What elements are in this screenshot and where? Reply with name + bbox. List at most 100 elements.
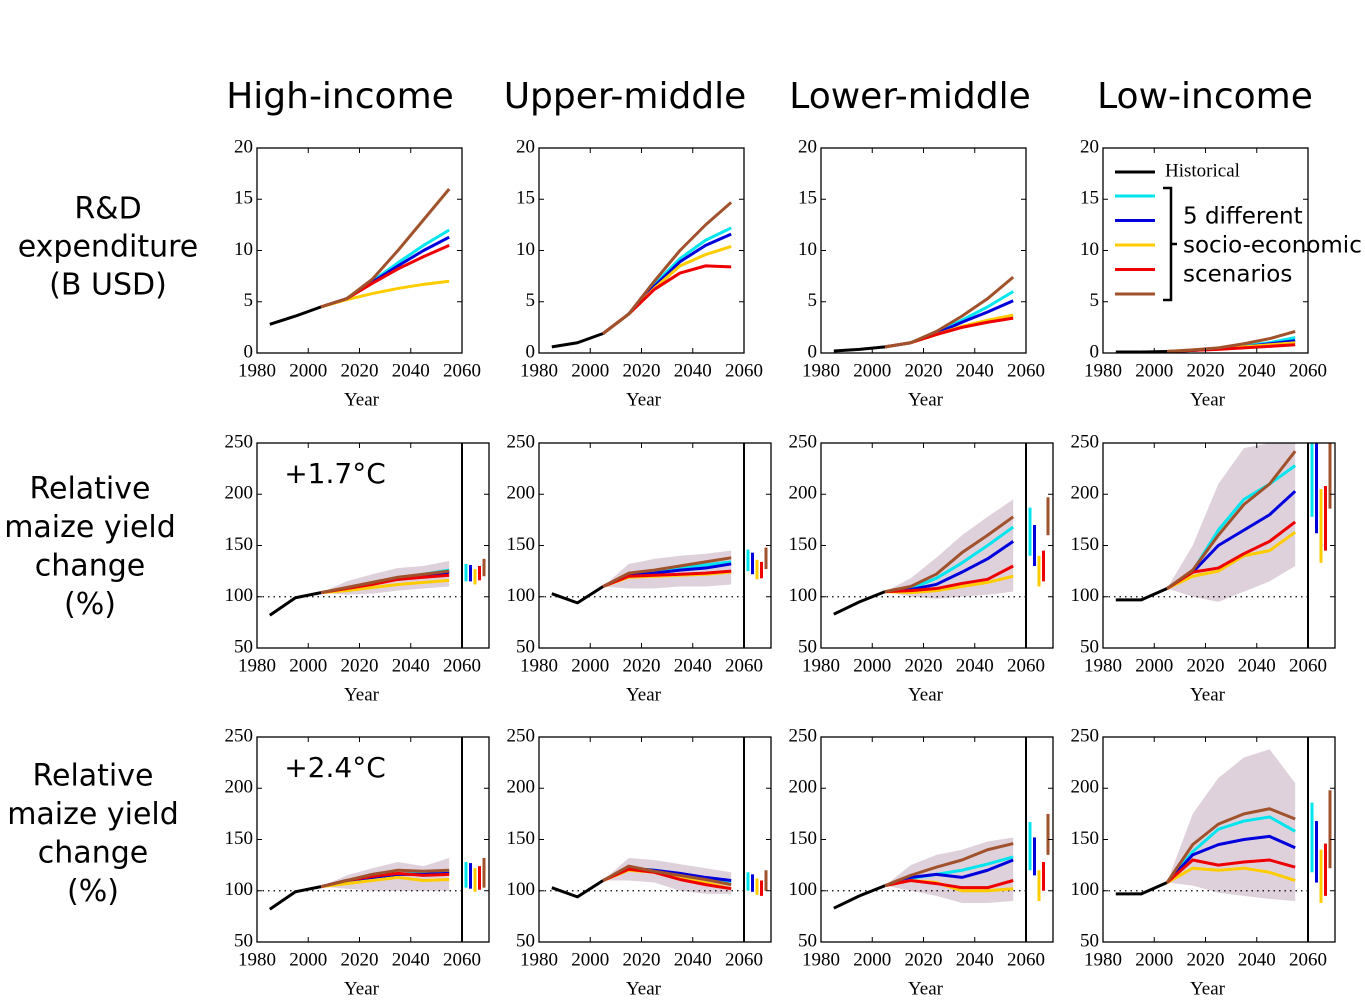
panel: 50 100 150 200 250 1980 2000 2020 2040 2060 Year bbox=[1071, 431, 1336, 705]
x-tick-label: 2040 bbox=[674, 655, 712, 676]
x-tick-label: 2040 bbox=[674, 360, 712, 381]
x-tick-label: 2060 bbox=[1289, 655, 1327, 676]
y-tick-label: 150 bbox=[1071, 828, 1100, 849]
x-tick-label: 2020 bbox=[1187, 655, 1225, 676]
column-title: High-income bbox=[226, 76, 454, 117]
y-tick-label: 20 bbox=[516, 136, 535, 157]
y-tick-label: 10 bbox=[234, 239, 253, 260]
x-tick-label: 1980 bbox=[1084, 360, 1122, 381]
y-tick-label: 200 bbox=[789, 777, 818, 798]
x-tick-label: 2040 bbox=[1238, 360, 1276, 381]
y-tick-label: 50 bbox=[516, 930, 535, 951]
series-line bbox=[269, 305, 322, 326]
y-tick-label: 15 bbox=[234, 188, 253, 209]
axes-frame bbox=[820, 736, 1054, 943]
x-tick-label: 2060 bbox=[1007, 655, 1045, 676]
x-tick-label: 2000 bbox=[1135, 655, 1173, 676]
panel: 50 100 150 200 250 1980 2000 2020 2040 2060 Year bbox=[789, 725, 1054, 999]
y-tick-label: 150 bbox=[225, 828, 254, 849]
x-tick-label: 2000 bbox=[853, 360, 891, 381]
legend-bracket bbox=[1163, 186, 1177, 302]
series-line bbox=[833, 590, 886, 616]
series-line bbox=[884, 842, 1014, 888]
series-line bbox=[1166, 330, 1296, 353]
x-tick-label: 1980 bbox=[520, 360, 558, 381]
series-line bbox=[833, 345, 886, 353]
row-label: expenditure bbox=[18, 230, 198, 265]
x-tick-label: 2060 bbox=[1289, 360, 1327, 381]
panel: 50 100 150 200 250 1980 2000 2020 2040 2060 Year bbox=[789, 431, 1054, 705]
series-line bbox=[1166, 530, 1297, 590]
series-line bbox=[602, 864, 732, 887]
y-tick-label: 15 bbox=[516, 188, 535, 209]
series-line bbox=[551, 332, 604, 349]
axes-frame bbox=[538, 147, 745, 354]
x-tick-label: 2060 bbox=[725, 949, 763, 970]
x-tick-label: 2000 bbox=[571, 360, 609, 381]
x-tick-label: 2000 bbox=[1135, 949, 1173, 970]
y-tick-label: 50 bbox=[798, 930, 817, 951]
series-line bbox=[1115, 349, 1168, 354]
x-axis-label: Year bbox=[344, 684, 380, 705]
y-tick-label: 0 bbox=[1090, 341, 1100, 362]
x-tick-label: 2020 bbox=[341, 655, 379, 676]
x-tick-label: 1980 bbox=[802, 655, 840, 676]
x-tick-label: 2060 bbox=[443, 360, 481, 381]
column-title: Upper-middle bbox=[504, 76, 747, 117]
y-tick-label: 100 bbox=[225, 585, 254, 606]
y-tick-label: 50 bbox=[234, 930, 253, 951]
y-tick-label: 50 bbox=[798, 636, 817, 657]
y-tick-label: 250 bbox=[1071, 431, 1100, 452]
y-tick-label: 250 bbox=[1071, 725, 1100, 746]
y-tick-label: 20 bbox=[798, 136, 817, 157]
row-label: change bbox=[38, 836, 148, 871]
series-line bbox=[551, 879, 604, 899]
y-tick-label: 50 bbox=[1080, 636, 1099, 657]
series-line bbox=[320, 578, 450, 595]
y-tick-label: 250 bbox=[789, 431, 818, 452]
y-tick-label: 10 bbox=[516, 239, 535, 260]
series-line bbox=[602, 569, 732, 588]
series-line bbox=[1166, 858, 1296, 884]
column-title: Low-income bbox=[1097, 76, 1313, 117]
x-tick-label: 2040 bbox=[392, 949, 430, 970]
row-label: (%) bbox=[64, 587, 116, 622]
x-tick-label: 2060 bbox=[725, 655, 763, 676]
series-line bbox=[1166, 866, 1296, 884]
annotation: +2.4°C bbox=[284, 751, 386, 784]
series-line bbox=[884, 515, 1015, 594]
series-line bbox=[833, 884, 886, 910]
y-tick-label: 15 bbox=[798, 188, 817, 209]
x-tick-label: 2000 bbox=[1135, 360, 1173, 381]
y-tick-label: 0 bbox=[526, 341, 536, 362]
uncertainty-band bbox=[885, 499, 1014, 599]
y-tick-label: 200 bbox=[225, 483, 254, 504]
x-tick-label: 2000 bbox=[571, 949, 609, 970]
x-axis-label: Year bbox=[908, 684, 944, 705]
x-tick-label: 2000 bbox=[853, 949, 891, 970]
x-tick-label: 2060 bbox=[725, 360, 763, 381]
x-tick-label: 2020 bbox=[905, 949, 943, 970]
series-line bbox=[320, 228, 450, 309]
series-line bbox=[1165, 815, 1296, 884]
y-tick-label: 50 bbox=[234, 636, 253, 657]
y-tick-label: 20 bbox=[1080, 136, 1099, 157]
x-tick-label: 2060 bbox=[1007, 949, 1045, 970]
series-line bbox=[320, 244, 450, 309]
x-tick-label: 1980 bbox=[1084, 655, 1122, 676]
series-line bbox=[885, 564, 1014, 594]
row-label: change bbox=[35, 549, 145, 584]
row-label: (%) bbox=[67, 874, 119, 909]
x-axis-label: Year bbox=[1190, 684, 1226, 705]
series-line bbox=[602, 556, 732, 588]
series-line bbox=[1115, 881, 1168, 896]
x-tick-label: 2040 bbox=[956, 949, 994, 970]
y-tick-label: 15 bbox=[1080, 188, 1099, 209]
y-tick-label: 200 bbox=[1071, 777, 1100, 798]
x-axis-label: Year bbox=[626, 978, 662, 999]
x-tick-label: 2040 bbox=[956, 360, 994, 381]
series-line bbox=[268, 885, 322, 911]
y-tick-label: 150 bbox=[789, 828, 818, 849]
y-tick-label: 200 bbox=[225, 777, 254, 798]
axes-frame bbox=[538, 736, 772, 943]
